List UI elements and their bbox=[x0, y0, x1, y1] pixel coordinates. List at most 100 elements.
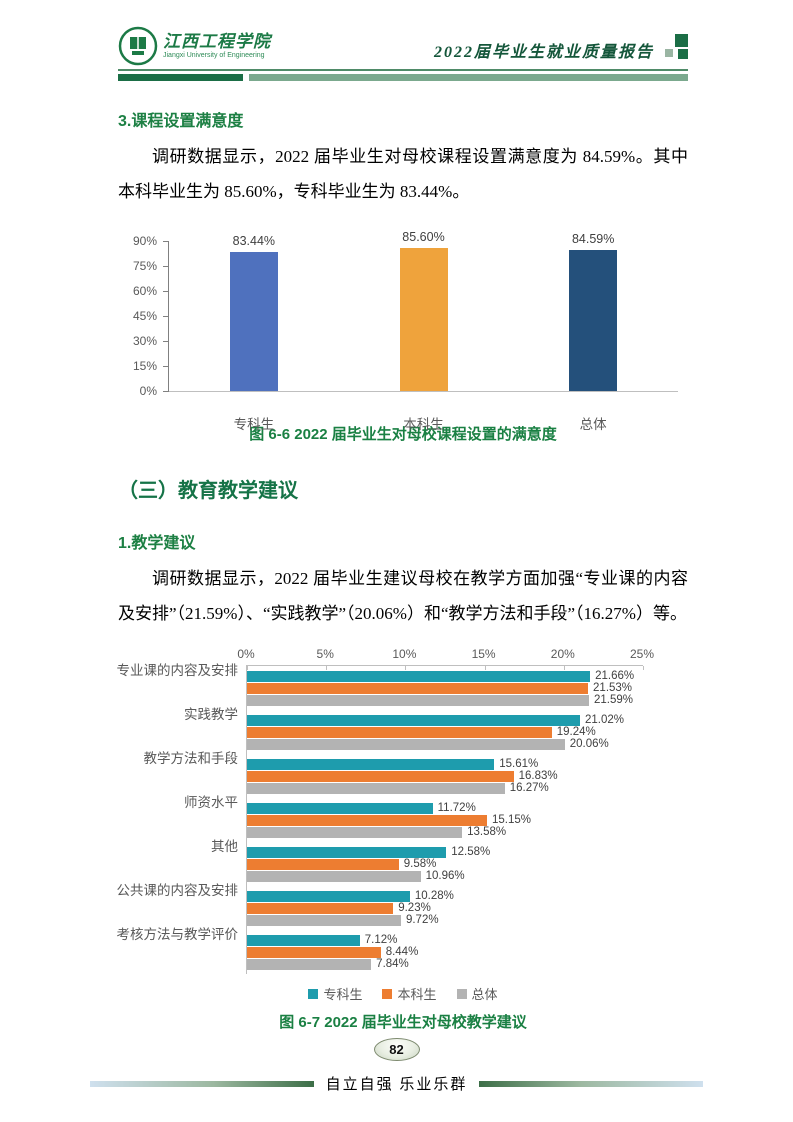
bar-本科生: 85.60% bbox=[399, 230, 448, 391]
bar-value-label: 19.24% bbox=[556, 725, 596, 738]
bar-value-label: 16.27% bbox=[509, 781, 549, 794]
x-axis-tick bbox=[405, 666, 407, 670]
header-rule-thin bbox=[118, 69, 688, 71]
legend-item-本科生: 本科生 bbox=[382, 984, 437, 1003]
y-axis-tick-label: 60% bbox=[132, 284, 157, 298]
y-axis-tick-label: 15% bbox=[132, 359, 157, 373]
section-heading-education-suggestions: （三）教育教学建议 bbox=[118, 480, 298, 502]
bar-value-label: 7.12% bbox=[364, 933, 398, 946]
x-axis-category-label: 专科生 bbox=[233, 417, 275, 432]
bar-专科生 bbox=[247, 714, 580, 726]
bar-value-label: 15.15% bbox=[491, 813, 531, 826]
bar-value-label: 10.96% bbox=[425, 869, 465, 882]
x-axis-tick bbox=[247, 666, 248, 670]
bar-value-label: 83.44% bbox=[232, 233, 276, 248]
paragraph-course-satisfaction: 调研数据显示，2022 届毕业生对母校课程设置满意度为 84.59%。其中本科毕… bbox=[118, 147, 688, 201]
bar-本科生 bbox=[247, 726, 552, 738]
category-label: 公共课的内容及安排 bbox=[116, 883, 239, 898]
legend-label: 本科生 bbox=[397, 987, 437, 1002]
legend-swatch bbox=[308, 988, 319, 999]
bar-专科生 bbox=[247, 758, 495, 770]
x-axis-tick bbox=[643, 666, 644, 670]
x-axis-category-label: 本科生 bbox=[403, 417, 444, 432]
x-axis-tick-label: 5% bbox=[316, 647, 334, 661]
y-axis-tick bbox=[163, 340, 169, 342]
chart2-x-axis-labels: 0% 5% 10% 15% 20% 25% bbox=[237, 647, 688, 665]
chart2-legend: 专科生 本科生 总体 bbox=[118, 984, 688, 1003]
bar-value-label: 21.53% bbox=[593, 681, 633, 694]
bar-总体 bbox=[247, 738, 565, 750]
report-title: 2022届毕业生就业质量报告 bbox=[433, 44, 654, 61]
category-label: 其他 bbox=[211, 839, 238, 854]
section-heading-course-satisfaction: 3.课程设置满意度 bbox=[118, 113, 244, 130]
y-axis-tick bbox=[163, 390, 169, 392]
legend-item-总体: 总体 bbox=[456, 984, 498, 1003]
x-axis-tick bbox=[326, 666, 328, 670]
page-header: 江西工程学院 Jiangxi University of Engineering… bbox=[118, 0, 688, 66]
bar-本科生 bbox=[247, 902, 394, 914]
y-axis-tick bbox=[163, 240, 169, 242]
bar-value-label: 12.58% bbox=[451, 845, 491, 858]
bar-value-label: 11.72% bbox=[437, 801, 476, 814]
header-rule-bar bbox=[118, 74, 688, 81]
page-footer: 82 自立自强 乐业乐群 bbox=[0, 1038, 793, 1094]
bar-value-label: 10.28% bbox=[414, 889, 454, 902]
bar-专科生 bbox=[247, 846, 447, 858]
bar-value-label: 21.02% bbox=[584, 713, 624, 726]
page-number-badge: 82 bbox=[373, 1038, 420, 1061]
bar-value-label: 85.60% bbox=[402, 230, 445, 245]
bar-value-label: 20.06% bbox=[569, 737, 609, 750]
legend-label: 总体 bbox=[471, 987, 498, 1002]
chart-course-satisfaction: 0% 15% 30% 45% 60% 75% 90% 83.44% 专科生 85.60% 本科生 84… bbox=[118, 223, 688, 432]
bar-本科生 bbox=[247, 682, 589, 694]
motto-rule-left bbox=[90, 1080, 314, 1087]
bar-group-师资水平: 11.72% 15.15% 13.58% bbox=[247, 798, 643, 842]
bar-value-label: 21.59% bbox=[593, 693, 633, 706]
bar-group-专业课的内容及安排: 21.66% 21.53% 21.59% bbox=[247, 666, 643, 710]
chart2-plot-area: 21.66% 21.53% 21.59% 21.02% 19.24% 20.06% 15.6… bbox=[246, 665, 644, 974]
x-axis-tick-label: 15% bbox=[471, 647, 496, 661]
bar-总体 bbox=[247, 914, 401, 926]
bar-group-实践教学: 21.02% 19.24% 20.06% bbox=[247, 710, 643, 754]
bar-value-label: 9.72% bbox=[405, 913, 439, 926]
bar-group-考核方法与教学评价: 7.12% 8.44% 7.84% bbox=[247, 930, 643, 974]
chart-teaching-suggestions: 专业课的内容及安排 实践教学 教学方法和手段 师资水平 其他 公共课的内容及安排 考核方法与… bbox=[116, 647, 688, 1003]
footer-motto: 自立自强 乐业乐群 bbox=[325, 1077, 468, 1093]
y-axis-tick-label: 30% bbox=[132, 334, 157, 348]
bar-group-公共课的内容及安排: 10.28% 9.23% 9.72% bbox=[247, 886, 643, 930]
bar-总体 bbox=[247, 870, 421, 882]
bar-总体 bbox=[247, 782, 505, 794]
university-logo: 江西工程学院 Jiangxi University of Engineering bbox=[118, 26, 271, 66]
bar-group-教学方法和手段: 15.61% 16.83% 16.27% bbox=[247, 754, 643, 798]
category-label: 师资水平 bbox=[184, 795, 238, 810]
paragraph-teaching-suggestions: 调研数据显示，2022 届毕业生建议母校在教学方面加强“专业课的内容及安排”（2… bbox=[118, 569, 688, 623]
x-axis-tick bbox=[563, 666, 565, 670]
y-axis-tick bbox=[163, 265, 169, 267]
legend-item-专科生: 专科生 bbox=[308, 984, 362, 1003]
bar-本科生 bbox=[247, 814, 487, 826]
bar-专科生: 83.44% bbox=[229, 234, 278, 391]
figure-6-7-caption: 图 6-7 2022 届毕业生对母校教学建议 bbox=[279, 1014, 527, 1031]
bar-总体 bbox=[247, 958, 372, 970]
y-axis-tick bbox=[163, 315, 169, 317]
category-label: 实践教学 bbox=[184, 707, 238, 722]
y-axis-tick-label: 90% bbox=[132, 234, 157, 248]
chart2-category-labels: 专业课的内容及安排 实践教学 教学方法和手段 师资水平 其他 公共课的内容及安排 考核方法与… bbox=[116, 647, 246, 974]
bar-本科生 bbox=[247, 770, 514, 782]
bar-value-label: 9.58% bbox=[403, 857, 437, 870]
legend-label: 专科生 bbox=[323, 987, 363, 1002]
bar-总体 bbox=[247, 694, 589, 706]
deco-squares-icon bbox=[662, 34, 688, 60]
university-logo-icon bbox=[118, 26, 158, 66]
bar-group-其他: 12.58% 9.58% 10.96% bbox=[247, 842, 643, 886]
y-axis-tick bbox=[163, 365, 169, 367]
bar-value-label: 21.66% bbox=[595, 669, 635, 682]
motto-rule-right bbox=[479, 1080, 704, 1087]
chart1-plot-area: 0% 15% 30% 45% 60% 75% 90% 83.44% 专科生 85.60% 本科生 84… bbox=[133, 230, 678, 432]
bar-value-label: 84.59% bbox=[571, 232, 615, 247]
legend-swatch bbox=[382, 988, 393, 999]
bar-value-label: 13.58% bbox=[467, 825, 507, 838]
x-axis-tick-label: 25% bbox=[629, 647, 655, 661]
x-axis-tick-label: 0% bbox=[237, 647, 255, 661]
bar-专科生 bbox=[247, 670, 591, 682]
